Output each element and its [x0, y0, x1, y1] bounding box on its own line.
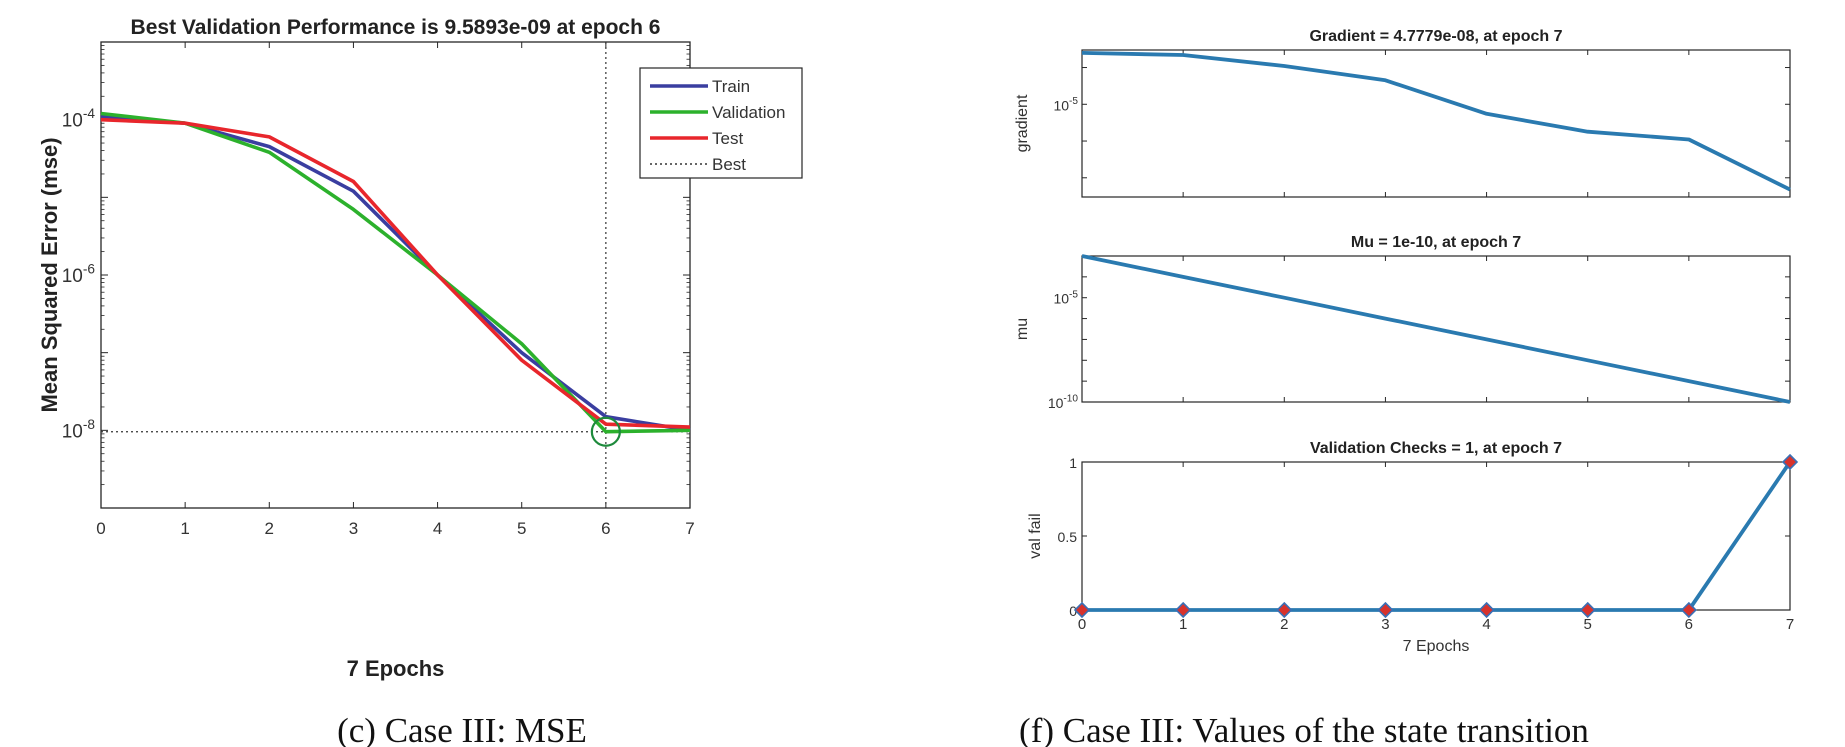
mse-x-tick-label: 0 [96, 519, 105, 538]
gradient-line [1081, 51, 1791, 192]
valfail-marker [1276, 601, 1293, 619]
mse-x-tick-label: 7 [685, 519, 694, 538]
gradient-y-tick-label: 10-5 [1053, 96, 1078, 113]
valfail-marker [1377, 601, 1394, 619]
valfail-x-tick-label: 5 [1584, 616, 1592, 633]
mu-y-tick-label: 10-5 [1053, 289, 1078, 306]
valfail-x-tick-label: 7 [1786, 616, 1794, 633]
mse-x-tick-label: 3 [349, 519, 358, 538]
mse-x-tick-label: 5 [517, 519, 526, 538]
mse-plot-area [100, 41, 691, 509]
mse-x-tick-label: 1 [180, 519, 189, 538]
legend-label-train: Train [712, 77, 750, 96]
valfail-marker [1073, 601, 1091, 619]
valfail-y-tick-label: 0 [1069, 603, 1077, 619]
valfail-line [1082, 460, 1792, 612]
valfail-x-tick-label: 2 [1280, 616, 1288, 633]
mse-y-tick-label: 10-8 [62, 417, 96, 443]
mse-y-tick-label-base: 10 [62, 266, 83, 287]
caption-f: (f) Case III: Values of the state transi… [1019, 711, 1589, 747]
caption-c: (c) Case III: MSE [337, 711, 587, 747]
mse-y-tick-label-exp: -4 [83, 106, 96, 121]
mu-y-axis-label: mu [1014, 318, 1031, 340]
valfail-marker [1781, 453, 1799, 471]
mse-y-axis-label: Mean Squared Error (mse) [37, 137, 62, 412]
mse-chart-title: Best Validation Performance is 9.5893e-0… [131, 16, 661, 39]
mse-y-tick-label: 10-6 [62, 261, 95, 287]
mse-x-tick-label: 6 [601, 519, 610, 538]
mu-y-tick-label: 10-10 [1048, 394, 1079, 411]
mse-x-axis-label: 7 Epochs [347, 656, 445, 681]
legend-label-best: Best [712, 155, 746, 174]
mu-y-tick-label-base: 10 [1053, 291, 1069, 307]
valfail-x-axis-label: 7 Epochs [1403, 638, 1470, 655]
valfail-x-tick-label: 0 [1078, 616, 1086, 633]
valfail-x-tick-label: 6 [1685, 616, 1693, 633]
mu-line [1081, 254, 1791, 404]
series-line-validation [100, 111, 691, 434]
mu-y-tick-label-exp: -5 [1069, 289, 1078, 300]
gradient-y-axis-label: gradient [1014, 94, 1031, 152]
mse-x-tick-label: 2 [265, 519, 274, 538]
valfail-marker [1579, 601, 1596, 619]
legend-label-test: Test [712, 129, 743, 148]
valfail-x-tick-label: 1 [1179, 616, 1187, 633]
valfail-x-tick-label: 4 [1482, 616, 1490, 633]
valfail-title: Validation Checks = 1, at epoch 7 [1310, 440, 1562, 457]
mse-y-tick-label: 10-4 [62, 106, 96, 132]
mu-y-tick-label-exp: -10 [1063, 394, 1078, 405]
mse-y-tick-label-base: 10 [62, 111, 83, 132]
mse-y-tick-label-exp: -6 [83, 261, 95, 276]
mse-x-tick-label: 4 [433, 519, 442, 538]
valfail-y-axis-label: val fail [1027, 513, 1044, 558]
valfail-marker [1680, 601, 1697, 619]
valfail-y-tick-label: 1 [1069, 455, 1077, 471]
best-marker-circle [590, 416, 621, 447]
valfail-y-tick-label: 0.5 [1058, 529, 1078, 545]
gradient-title: Gradient = 4.7779e-08, at epoch 7 [1309, 28, 1562, 45]
legend-label-validation: Validation [712, 103, 785, 122]
valfail-marker [1175, 601, 1192, 619]
mu-y-tick-label-base: 10 [1048, 395, 1064, 411]
gradient-y-tick-label-base: 10 [1053, 97, 1069, 113]
valfail-marker [1478, 601, 1495, 619]
series-line-test [100, 117, 691, 429]
mu-title: Mu = 1e-10, at epoch 7 [1351, 234, 1521, 251]
mse-y-tick-label-base: 10 [62, 421, 83, 442]
mse-y-tick-label-exp: -8 [83, 417, 96, 432]
gradient-y-tick-label-exp: -5 [1069, 96, 1078, 107]
valfail-plot-area [1081, 461, 1791, 611]
valfail-x-tick-label: 3 [1381, 616, 1389, 633]
gradient-plot-area [1081, 49, 1791, 198]
